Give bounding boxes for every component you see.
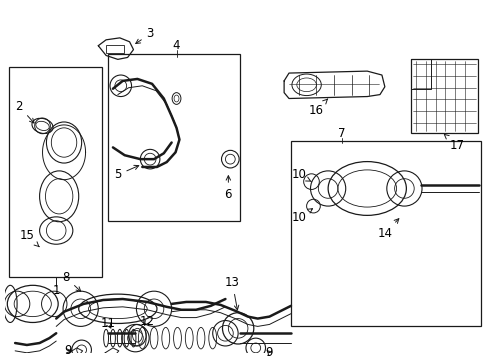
Text: 10: 10 — [291, 168, 311, 181]
Text: 16: 16 — [308, 99, 327, 117]
Text: 14: 14 — [377, 219, 398, 240]
Text: 7: 7 — [337, 127, 345, 140]
Text: 1: 1 — [52, 284, 60, 297]
Text: 5: 5 — [114, 165, 139, 181]
Text: 12: 12 — [140, 315, 154, 328]
Text: 2: 2 — [15, 100, 34, 123]
Text: 9: 9 — [64, 345, 72, 357]
Text: 3: 3 — [136, 27, 154, 44]
Text: 10: 10 — [291, 209, 312, 224]
Bar — [290, 140, 480, 327]
Text: 8: 8 — [62, 271, 81, 292]
Text: 4: 4 — [172, 39, 180, 52]
Text: 11: 11 — [101, 317, 115, 330]
Bar — [9, 67, 102, 278]
Bar — [108, 54, 240, 221]
Text: 15: 15 — [20, 229, 39, 247]
Text: 17: 17 — [444, 134, 464, 152]
Bar — [410, 59, 477, 133]
Text: 6: 6 — [224, 176, 232, 201]
Bar — [106, 45, 123, 53]
Text: 9: 9 — [265, 346, 273, 359]
Bar — [410, 59, 430, 89]
Text: 13: 13 — [224, 276, 239, 310]
